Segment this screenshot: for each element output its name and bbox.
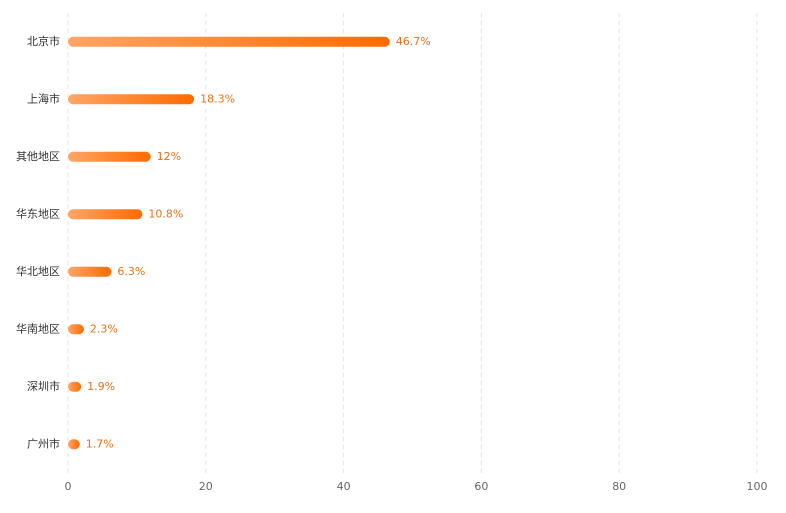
y-tick-label: 华东地区 — [16, 206, 60, 220]
value-label: 6.3% — [117, 265, 145, 278]
y-tick-label: 华南地区 — [16, 321, 60, 335]
x-tick-label: 80 — [612, 480, 626, 493]
x-tick-label: 20 — [199, 480, 213, 493]
bar — [68, 151, 151, 162]
x-tick-label: 0 — [65, 480, 72, 493]
bar — [68, 324, 84, 335]
value-label: 46.7% — [396, 35, 431, 48]
bar — [68, 36, 390, 47]
value-label: 18.3% — [200, 92, 235, 105]
bar — [68, 94, 195, 105]
bar — [68, 381, 82, 392]
value-label: 12% — [157, 150, 181, 163]
bar — [68, 266, 112, 277]
y-tick-label: 广州市 — [27, 436, 60, 450]
bar — [68, 439, 80, 450]
y-tick-label: 华北地区 — [16, 264, 60, 278]
value-label: 10.8% — [148, 207, 183, 220]
value-label: 1.7% — [86, 437, 114, 450]
y-tick-label: 深圳市 — [27, 379, 60, 393]
x-tick-label: 60 — [474, 480, 488, 493]
x-tick-label: 100 — [747, 480, 768, 493]
y-tick-label: 其他地区 — [16, 150, 60, 163]
y-tick-label: 北京市 — [27, 34, 60, 48]
y-tick-label: 上海市 — [27, 91, 60, 105]
value-label: 1.9% — [87, 380, 115, 393]
bar — [68, 209, 143, 220]
x-tick-label: 40 — [337, 480, 351, 493]
value-label: 2.3% — [90, 322, 118, 335]
